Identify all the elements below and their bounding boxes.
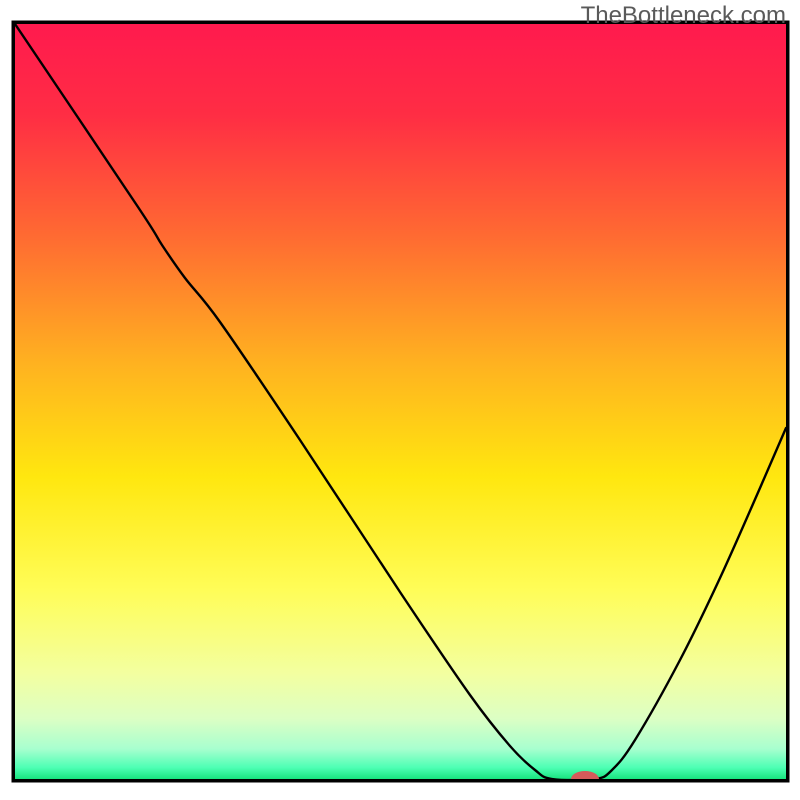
watermark-label: TheBottleneck.com [581, 2, 786, 30]
bottleneck-chart [0, 0, 800, 800]
chart-container: TheBottleneck.com [0, 0, 800, 800]
gradient-background [15, 24, 786, 779]
